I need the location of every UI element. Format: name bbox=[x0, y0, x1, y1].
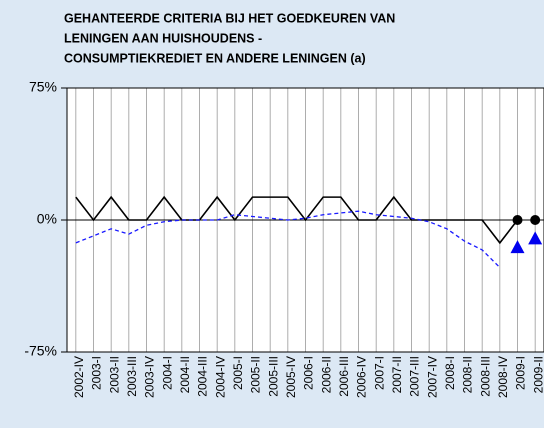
x-tick-label: 2002-IV bbox=[72, 356, 86, 398]
chart-title: LENINGEN AAN HUISHOUDENS - bbox=[64, 31, 262, 45]
x-tick-label: 2008-III bbox=[478, 356, 492, 397]
x-tick-label: 2007-IV bbox=[425, 356, 439, 398]
title: GEHANTEERDE CRITERIA BIJ HET GOEDKEUREN … bbox=[64, 11, 395, 65]
x-tick-label: 2007-III bbox=[408, 356, 422, 397]
x-tick-label: 2007-II bbox=[390, 356, 404, 393]
y-tick-label: -75% bbox=[24, 343, 57, 359]
x-tick-label: 2008-IV bbox=[496, 356, 510, 398]
y-tick-label: 0% bbox=[37, 211, 57, 227]
chart-title: GEHANTEERDE CRITERIA BIJ HET GOEDKEUREN … bbox=[64, 11, 395, 25]
series-line bbox=[75, 195, 519, 245]
x-tick-label: 2004-III bbox=[196, 356, 210, 397]
marker bbox=[510, 240, 525, 254]
x-tick-label: 2005-I bbox=[231, 356, 245, 390]
x-tick-label: 2006-IV bbox=[355, 356, 369, 398]
x-tick-label: 2005-III bbox=[266, 356, 280, 397]
x-tick-label: 2005-II bbox=[249, 356, 263, 393]
x-tick-label: 2009-I bbox=[514, 356, 528, 390]
x-tick-label: 2003-IV bbox=[143, 356, 157, 398]
x-tick-label: 2004-IV bbox=[213, 356, 227, 398]
x-tick-label: 2009-II bbox=[531, 356, 544, 393]
x-tick-label: 2004-II bbox=[178, 356, 192, 393]
x-tick-label: 2005-IV bbox=[284, 356, 298, 398]
x-tick-label: 2003-I bbox=[90, 356, 104, 390]
x-tick-label: 2006-III bbox=[337, 356, 351, 397]
x-tick-label: 2006-I bbox=[302, 356, 316, 390]
y-tick-label: 75% bbox=[29, 79, 57, 95]
chart-title: CONSUMPTIEKREDIET EN ANDERE LENINGEN (a) bbox=[64, 51, 366, 65]
x-tick-label: 2008-I bbox=[443, 356, 457, 390]
x-tick-label: 2006-II bbox=[319, 356, 333, 393]
marker bbox=[512, 215, 523, 225]
marker bbox=[528, 231, 543, 245]
x-tick-label: 2004-I bbox=[160, 356, 174, 390]
x-tick-label: 2003-III bbox=[125, 356, 139, 397]
marker bbox=[530, 215, 541, 225]
series-line bbox=[75, 210, 501, 268]
x-tick-label: 2007-I bbox=[372, 356, 386, 390]
x-tick-label: 2008-II bbox=[461, 356, 475, 393]
x-tick-label: 2003-II bbox=[107, 356, 121, 393]
